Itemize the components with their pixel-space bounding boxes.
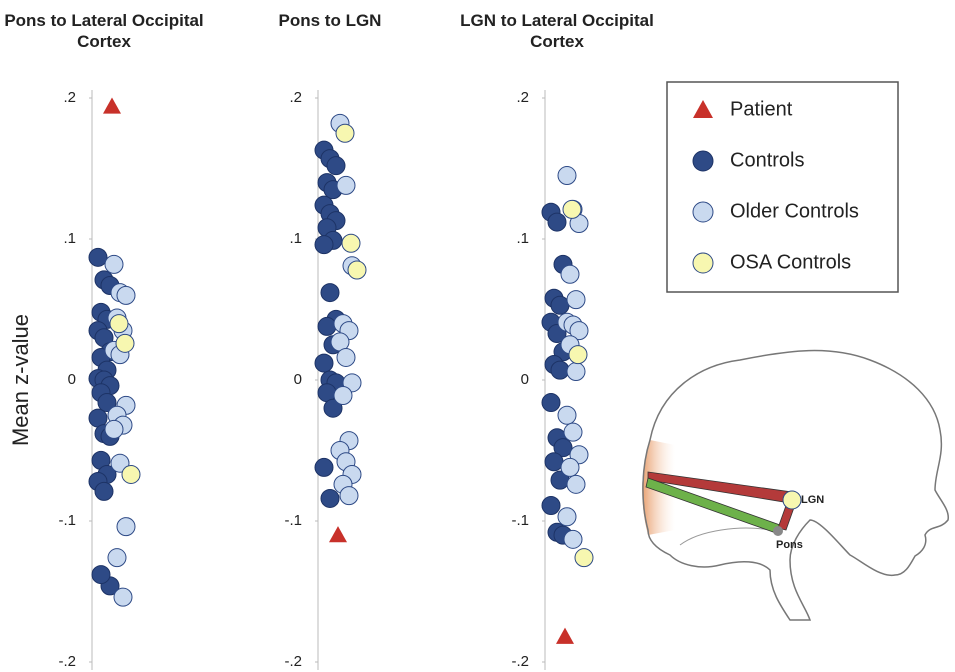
data-point	[563, 200, 581, 218]
data-point	[567, 363, 585, 381]
data-point	[105, 255, 123, 273]
legend-label: Patient	[730, 98, 793, 120]
data-point	[315, 236, 333, 254]
data-point	[336, 124, 354, 142]
data-point	[337, 176, 355, 194]
data-point	[315, 354, 333, 372]
data-point	[114, 588, 132, 606]
data-point	[542, 496, 560, 514]
data-point	[561, 458, 579, 476]
y-tick-label: -.2	[284, 653, 302, 670]
data-point	[569, 346, 587, 364]
data-point	[122, 465, 140, 483]
data-point	[564, 423, 582, 441]
panel-title: LGN to Lateral Occipital Cortex	[457, 10, 657, 52]
y-tick-label: .1	[289, 230, 302, 247]
y-tick-label: -.1	[284, 512, 302, 529]
panel-title: Pons to LGN	[230, 10, 430, 31]
legend-label: OSA Controls	[730, 251, 851, 273]
data-point	[556, 628, 574, 644]
data-point	[327, 157, 345, 175]
figure: Mean z-value LGN Pons .2 .1 0 -.1 -.2 .2 .1 0 -.…	[0, 0, 955, 672]
data-point	[321, 284, 339, 302]
data-point	[551, 296, 569, 314]
brain-diagram: LGN Pons	[642, 351, 948, 620]
diagram-label: Pons	[776, 539, 803, 551]
data-point	[117, 286, 135, 304]
y-tick-label: -.1	[58, 512, 76, 529]
data-point	[558, 406, 576, 424]
data-point	[92, 566, 110, 584]
data-point	[548, 213, 566, 231]
y-tick-label: 0	[521, 371, 529, 388]
y-axis-label: Mean z-value	[8, 314, 33, 446]
data-point	[329, 526, 347, 542]
y-tick-label: .2	[516, 89, 529, 106]
y-tick-label: -.2	[511, 653, 529, 670]
diagram-label: LGN	[801, 494, 824, 506]
y-tick-label: -.1	[511, 512, 529, 529]
data-point	[334, 387, 352, 405]
data-point	[542, 394, 560, 412]
legend-marker	[693, 253, 713, 273]
data-point	[551, 361, 569, 379]
data-point	[321, 489, 339, 507]
y-tick-label: .1	[63, 230, 76, 247]
legend-marker	[693, 151, 713, 171]
data-point	[567, 291, 585, 309]
data-point	[315, 458, 333, 476]
data-point	[116, 334, 134, 352]
data-point	[103, 97, 121, 113]
data-point	[561, 265, 579, 283]
y-tick-label: 0	[68, 371, 76, 388]
data-point	[575, 549, 593, 567]
data-point	[117, 518, 135, 536]
y-tick-label: .2	[63, 89, 76, 106]
legend-label: Older Controls	[730, 200, 859, 222]
y-tick-label: .1	[516, 230, 529, 247]
data-point	[95, 482, 113, 500]
data-point	[108, 549, 126, 567]
data-point	[340, 487, 358, 505]
data-point	[558, 508, 576, 526]
legend-marker	[693, 202, 713, 222]
y-tick-label: .2	[289, 89, 302, 106]
legend-label: Controls	[730, 149, 804, 171]
data-point	[89, 248, 107, 266]
data-point	[337, 348, 355, 366]
data-point	[105, 420, 123, 438]
data-point	[567, 475, 585, 493]
data-point	[558, 167, 576, 185]
data-point	[110, 315, 128, 333]
chart: Mean z-value LGN Pons .2 .1 0 -.1 -.2 .2 .1 0 -.…	[0, 0, 955, 672]
data-point	[342, 234, 360, 252]
data-point	[348, 261, 366, 279]
panel-title: Pons to Lateral Occipital Cortex	[4, 10, 204, 52]
y-tick-label: 0	[294, 371, 302, 388]
data-point	[318, 317, 336, 335]
data-point	[545, 453, 563, 471]
y-tick-label: -.2	[58, 653, 76, 670]
data-point	[564, 530, 582, 548]
